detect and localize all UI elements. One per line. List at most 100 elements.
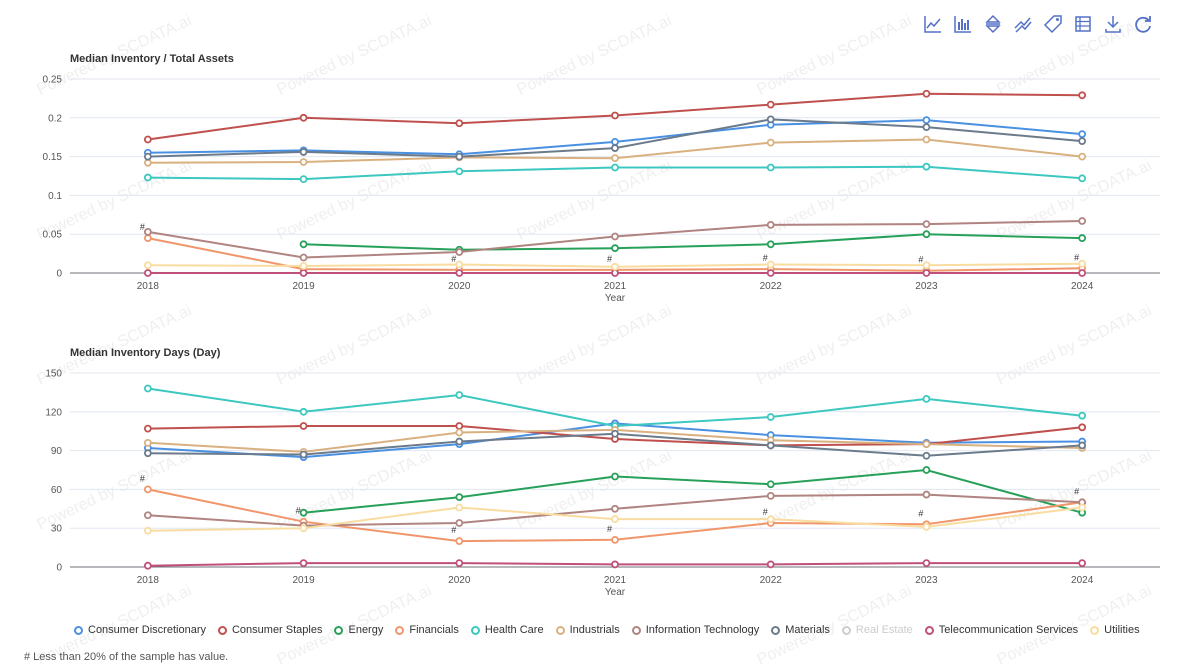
data-point: [455, 503, 464, 512]
data-point: [299, 559, 308, 568]
watermark-text: Powered by SCDATA.ai: [275, 302, 435, 389]
data-point: [455, 537, 464, 546]
data-point: [1078, 269, 1087, 277]
legend-marker-icon: [470, 625, 480, 635]
data-point: [922, 123, 931, 132]
x-tick-label: 2024: [1071, 281, 1094, 292]
legend-label: Materials: [785, 624, 830, 636]
low-sample-marker: #: [918, 255, 923, 265]
legend-item[interactable]: Industrials: [555, 624, 620, 636]
footnote: # Less than 20% of the sample has value.: [24, 651, 229, 663]
data-point: [611, 111, 619, 120]
refresh-icon[interactable]: [1133, 14, 1153, 34]
y-tick-label: 30: [51, 524, 63, 535]
legend-item[interactable]: Real Estate: [841, 624, 913, 636]
data-point: [766, 260, 775, 269]
data-point: [299, 240, 308, 249]
data-point: [299, 262, 308, 270]
data-point: [611, 232, 619, 241]
line-chart-icon[interactable]: [923, 14, 943, 34]
stack-icon[interactable]: [983, 14, 1003, 34]
legend-item[interactable]: Financials: [395, 624, 459, 636]
x-tick-label: 2019: [292, 575, 315, 586]
data-point: [1078, 503, 1087, 512]
tiled-icon[interactable]: [1013, 14, 1033, 34]
data-point: [1078, 259, 1087, 268]
data-point: [143, 438, 152, 447]
data-point: [1078, 423, 1087, 432]
y-tick-label: 150: [45, 369, 62, 380]
low-sample-marker: #: [296, 506, 301, 516]
data-point: [922, 523, 931, 531]
data-point: [299, 253, 308, 262]
legend-item[interactable]: Telecommunication Services: [924, 624, 1078, 636]
legend-marker-icon: [395, 625, 405, 635]
data-point: [455, 493, 464, 502]
legend-label: Real Estate: [855, 624, 913, 636]
tag-icon[interactable]: [1043, 14, 1063, 34]
x-tick-label: 2018: [137, 575, 160, 586]
data-point: [1078, 130, 1087, 138]
data-view-icon[interactable]: [1073, 14, 1093, 34]
y-tick-label: 0.2: [48, 113, 62, 124]
data-point: [611, 163, 619, 172]
data-point: [922, 269, 931, 277]
low-sample-marker: #: [451, 525, 456, 535]
low-sample-marker: #: [1074, 486, 1079, 496]
data-point: [299, 407, 308, 416]
data-point: [922, 394, 931, 403]
legend-item[interactable]: Health Care: [470, 624, 544, 636]
legend-item[interactable]: Energy: [334, 624, 383, 636]
data-point: [143, 269, 152, 277]
legend-item[interactable]: Information Technology: [631, 624, 759, 636]
legend-item[interactable]: Consumer Staples: [217, 624, 323, 636]
bar-chart-icon[interactable]: [953, 14, 973, 34]
data-point: [1078, 137, 1087, 145]
watermark-text: Powered by SCDATA.ai: [755, 157, 915, 244]
data-point: [455, 167, 464, 176]
legend-label: Consumer Discretionary: [88, 624, 206, 636]
legend-label: Utilities: [1104, 624, 1140, 636]
legend-item[interactable]: Materials: [771, 624, 830, 636]
low-sample-marker: #: [918, 508, 923, 518]
download-icon[interactable]: [1103, 14, 1123, 34]
watermark-text: Powered by SCDATA.ai: [755, 12, 915, 99]
data-point: [611, 269, 619, 277]
legend-item[interactable]: Consumer Discretionary: [74, 624, 206, 636]
data-point: [922, 89, 931, 98]
data-point: [1078, 411, 1087, 420]
data-point: [455, 119, 464, 128]
data-point: [299, 524, 308, 533]
legend-marker-icon: [631, 625, 641, 635]
watermark-text: Powered by SCDATA.ai: [515, 447, 675, 534]
data-point: [766, 560, 775, 569]
data-point: [143, 261, 152, 270]
data-point: [766, 100, 775, 109]
data-point: [299, 175, 308, 184]
data-point: [766, 413, 775, 421]
data-point: [143, 485, 152, 494]
data-point: [766, 115, 775, 124]
data-point: [922, 466, 931, 474]
legend-item[interactable]: Utilities: [1090, 624, 1140, 636]
series-line: [303, 468, 1083, 514]
x-tick-label: 2022: [760, 575, 783, 586]
legend-label: Consumer Staples: [231, 624, 323, 636]
data-point: [299, 158, 308, 166]
x-tick-label: 2024: [1071, 575, 1094, 586]
y-tick-label: 120: [45, 407, 62, 418]
data-point: [299, 269, 308, 277]
data-point: [455, 428, 464, 437]
y-tick-label: 0: [56, 269, 62, 280]
y-tick-label: 0.1: [48, 191, 62, 202]
legend-marker-icon: [217, 625, 227, 635]
data-point: [1078, 234, 1087, 242]
data-point: [143, 158, 152, 167]
low-sample-marker: #: [607, 254, 612, 264]
low-sample-marker: #: [451, 254, 456, 264]
legend-marker-icon: [74, 625, 83, 635]
chart-title: Median Inventory / Total Assets: [70, 53, 234, 65]
data-point: [922, 490, 931, 499]
data-point: [922, 135, 931, 144]
data-point: [299, 508, 308, 517]
